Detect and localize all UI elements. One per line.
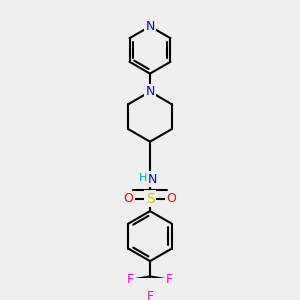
Text: F: F <box>146 290 154 300</box>
Text: H: H <box>139 173 147 183</box>
Text: N: N <box>148 173 158 186</box>
Text: S: S <box>146 192 154 206</box>
Text: N: N <box>145 20 155 33</box>
Text: F: F <box>166 273 173 286</box>
Text: O: O <box>167 192 176 205</box>
Text: N: N <box>145 85 155 98</box>
Text: F: F <box>127 273 134 286</box>
Text: O: O <box>124 192 134 205</box>
